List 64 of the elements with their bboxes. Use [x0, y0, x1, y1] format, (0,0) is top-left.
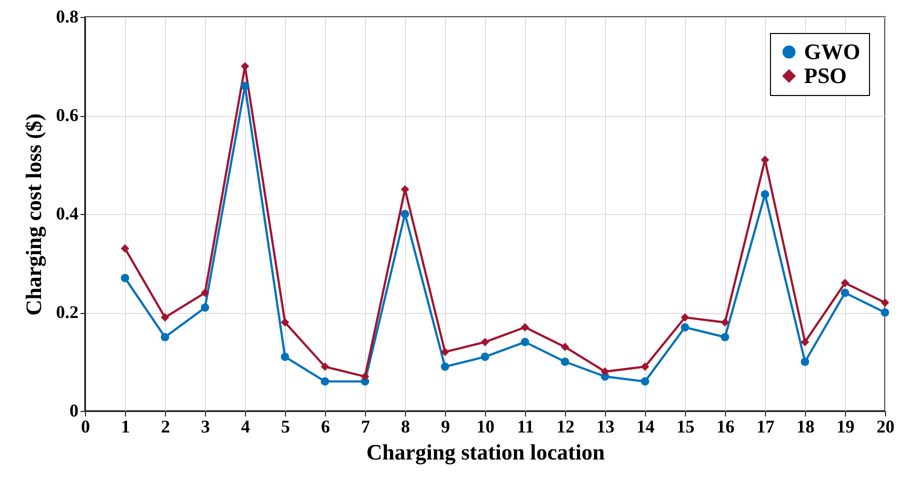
x-tick-label: 14: [636, 416, 654, 436]
point: [520, 323, 530, 332]
point: [280, 318, 290, 327]
point: [680, 313, 690, 322]
point: [160, 332, 170, 342]
x-axis-title: Charging station location: [366, 440, 605, 464]
point: [480, 338, 490, 346]
x-tick-label: 3: [201, 416, 210, 436]
point: [800, 358, 810, 366]
point: [560, 342, 570, 352]
y-tick-label: 0.6: [56, 105, 78, 125]
x-tick-label: 11: [516, 416, 534, 436]
point: [240, 82, 250, 90]
point: [520, 338, 530, 346]
point: [280, 352, 290, 361]
y-tick-label: 0.4: [56, 204, 78, 224]
x-tick-label: 20: [876, 416, 894, 436]
point: [640, 362, 650, 371]
point: [120, 274, 130, 282]
point: [160, 313, 170, 322]
point: [720, 332, 730, 342]
x-tick-label: 15: [676, 416, 694, 436]
y-tick-label: 0.2: [56, 302, 78, 322]
point: [720, 318, 730, 327]
y-tick-label: 0.8: [56, 6, 78, 26]
point: [360, 372, 370, 381]
x-tick-label: 7: [361, 416, 370, 436]
y-tick-label: 0: [70, 400, 78, 420]
point: [680, 323, 690, 332]
point: [320, 377, 330, 386]
point: [440, 348, 450, 356]
point: [640, 377, 650, 386]
x-tick-label: 5: [281, 416, 290, 436]
x-tick-label: 12: [556, 416, 574, 436]
x-tick-label: 17: [756, 416, 774, 436]
point: [120, 244, 130, 253]
point: [600, 367, 610, 376]
x-tick-label: 8: [401, 416, 410, 436]
x-tick-label: 2: [161, 416, 170, 436]
point: [400, 210, 410, 218]
point: [560, 358, 570, 366]
x-tick-label: 18: [796, 416, 814, 436]
point: [200, 303, 210, 312]
x-tick-label: 10: [476, 416, 494, 436]
x-tick-label: 4: [241, 416, 250, 436]
point: [880, 298, 890, 307]
point: [880, 308, 890, 317]
x-tick-label: 1: [121, 416, 130, 436]
point: [200, 288, 210, 297]
x-tick-label: 19: [836, 416, 854, 436]
point: [320, 362, 330, 371]
point: [480, 352, 490, 361]
x-tick-label: 9: [441, 416, 450, 436]
legend-label: PSO: [804, 63, 847, 88]
x-tick-label: 13: [596, 416, 614, 436]
point: [440, 362, 450, 371]
x-tick-label: 6: [321, 416, 330, 436]
point: [840, 278, 850, 288]
legend-label: GWO: [804, 39, 860, 64]
point: [800, 338, 810, 346]
y-axis-title: Charging cost loss ($): [21, 113, 46, 316]
x-tick-label: 16: [716, 416, 734, 436]
point: [760, 190, 770, 198]
point: [840, 288, 850, 297]
